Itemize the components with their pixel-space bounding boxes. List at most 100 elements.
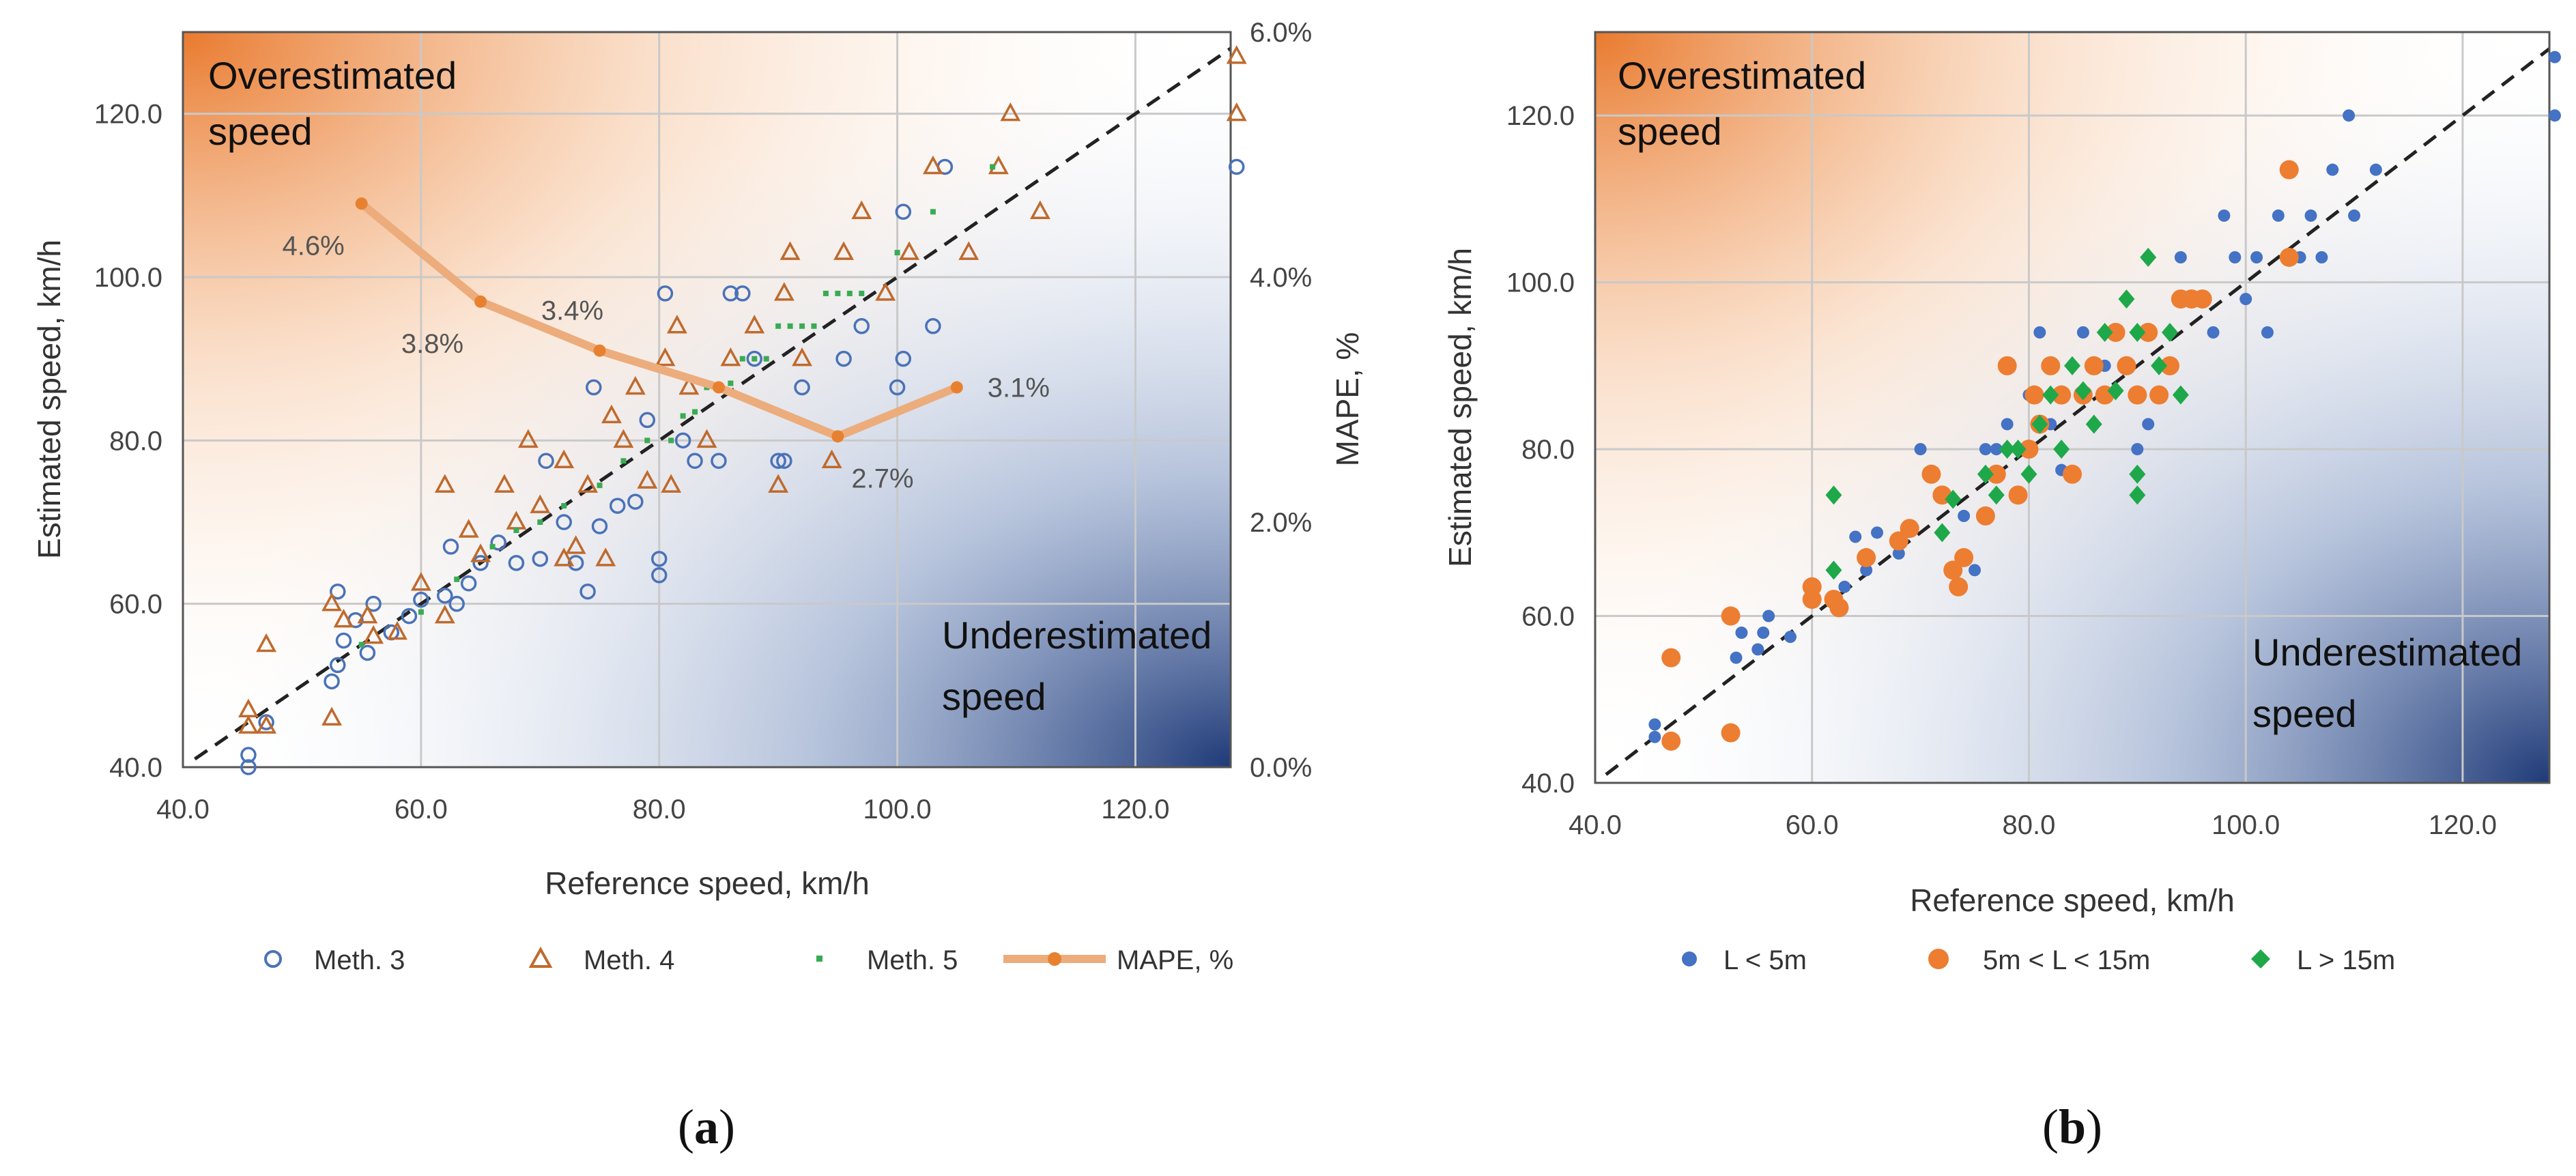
legend-marker-small bbox=[1682, 951, 1697, 966]
meth3-point bbox=[442, 539, 459, 555]
meth3-point bbox=[586, 379, 602, 396]
medium-vehicle-point bbox=[2279, 160, 2299, 180]
x-tick-label: 80.0 bbox=[2003, 810, 2056, 840]
meth3-point bbox=[657, 285, 674, 302]
medium-vehicle-point bbox=[1857, 548, 1876, 567]
large-vehicle-point bbox=[1825, 560, 1842, 580]
meth5-point bbox=[728, 380, 734, 386]
meth4-point bbox=[625, 375, 646, 395]
underestimated-region-b bbox=[1595, 32, 2549, 783]
legend-marker-meth4 bbox=[528, 946, 553, 968]
small-vehicle-point bbox=[2315, 251, 2328, 263]
meth4-point bbox=[922, 155, 943, 175]
large-vehicle-point bbox=[2129, 323, 2146, 342]
meth3-point bbox=[330, 657, 346, 674]
meth4-point bbox=[1226, 45, 1247, 64]
meth4-point bbox=[1226, 102, 1247, 121]
y-tick-label: 80.0 bbox=[1521, 435, 1575, 465]
meth3-point bbox=[448, 595, 465, 612]
small-vehicle-point bbox=[2548, 51, 2561, 63]
x-tick-label: 100.0 bbox=[863, 794, 932, 824]
meth3-point bbox=[437, 587, 453, 604]
small-vehicle-point bbox=[2131, 443, 2144, 456]
large-vehicle-point bbox=[2053, 440, 2070, 459]
x-tick-label: 40.0 bbox=[156, 794, 210, 824]
medium-vehicle-point bbox=[2052, 385, 2072, 405]
x-tick-label: 120.0 bbox=[1101, 794, 1169, 824]
over-region-label-b-1: Overestimated bbox=[1618, 54, 1866, 97]
medium-vehicle-point bbox=[1661, 731, 1681, 751]
meth4-point bbox=[470, 543, 491, 562]
x-tick-label: 60.0 bbox=[1786, 810, 1839, 840]
medium-vehicle-point bbox=[1954, 548, 1974, 567]
meth4-point bbox=[238, 698, 259, 717]
meth4-point bbox=[595, 547, 616, 567]
small-vehicle-point bbox=[1784, 631, 1797, 644]
medium-vehicle-point bbox=[2149, 385, 2169, 405]
meth5-point bbox=[489, 543, 496, 549]
meth5-point bbox=[418, 609, 424, 615]
meth3-point bbox=[460, 575, 477, 592]
meth3-point bbox=[776, 453, 792, 469]
meth4-point bbox=[494, 474, 515, 493]
mape-data-label: 3.8% bbox=[401, 329, 463, 359]
x-tick-label: 120.0 bbox=[2429, 810, 2497, 840]
x-tick-label: 60.0 bbox=[395, 794, 448, 824]
legend-marker-medium bbox=[1928, 949, 1949, 969]
medium-vehicle-point bbox=[1986, 464, 2006, 484]
large-vehicle-point bbox=[2129, 485, 2146, 505]
meth4-point bbox=[554, 449, 575, 468]
small-vehicle-point bbox=[2369, 163, 2382, 176]
panel-label-b: (b) bbox=[2042, 1100, 2102, 1154]
under-region-label-a-2: speed bbox=[942, 675, 1046, 718]
meth4-point bbox=[779, 241, 801, 260]
small-vehicle-point bbox=[1648, 718, 1661, 731]
large-vehicle-point bbox=[2064, 356, 2080, 375]
medium-vehicle-point bbox=[2041, 356, 2061, 375]
meth3-point bbox=[627, 493, 644, 510]
meth3-point bbox=[889, 379, 906, 396]
legend-marker-mape bbox=[1048, 952, 1061, 966]
y-axis-label-a: Estimated speed, km/h bbox=[31, 240, 67, 559]
large-vehicle-point bbox=[2129, 464, 2146, 484]
medium-vehicle-point bbox=[2160, 356, 2179, 375]
legend-marker-meth5 bbox=[816, 956, 822, 962]
medium-vehicle-point bbox=[2128, 385, 2147, 405]
meth4-point bbox=[773, 282, 795, 301]
meth4-point bbox=[601, 404, 622, 424]
meth5-point bbox=[799, 323, 805, 329]
y-tick-label: 60.0 bbox=[109, 590, 162, 620]
y2-tick-label: 0.0% bbox=[1250, 753, 1312, 783]
small-vehicle-point bbox=[1871, 526, 1884, 539]
meth5-point bbox=[894, 250, 900, 256]
y-tick-label: 80.0 bbox=[109, 426, 162, 456]
large-vehicle-point bbox=[1825, 485, 1842, 505]
meth5-point bbox=[775, 323, 782, 329]
meth5-point bbox=[620, 458, 627, 464]
medium-vehicle-point bbox=[1921, 464, 1941, 484]
panel-a: 4.6% 3.8% 3.4% 2.7% 3.1% 40.0 60.0 80.0 100.0 12… bbox=[31, 18, 1365, 1154]
meth4-point bbox=[696, 429, 717, 448]
meth3-point bbox=[853, 318, 870, 334]
medium-vehicle-point bbox=[1997, 356, 2017, 375]
meth4-point bbox=[851, 200, 872, 220]
x-axis-label-a: Reference speed, km/h bbox=[545, 865, 870, 901]
identity-line-b bbox=[1605, 47, 2551, 776]
plot-frame-b bbox=[1594, 31, 2551, 784]
meth5-point bbox=[644, 438, 650, 444]
small-vehicle-point bbox=[1648, 730, 1661, 743]
medium-vehicle-point bbox=[1721, 606, 1741, 626]
small-vehicle-point bbox=[1958, 509, 1971, 522]
meth4-point bbox=[577, 474, 599, 493]
medium-vehicle-point bbox=[1661, 648, 1681, 668]
small-vehicle-point bbox=[2343, 109, 2356, 122]
meth4-point bbox=[565, 535, 586, 554]
legend-label-small: L < 5m bbox=[1723, 945, 1807, 975]
under-region-label-b-1: Underestimated bbox=[2252, 631, 2522, 674]
mape-data-label: 4.6% bbox=[282, 231, 344, 261]
medium-vehicle-point bbox=[1943, 560, 1963, 580]
meth3-point bbox=[835, 350, 852, 367]
meth5-point bbox=[680, 413, 686, 419]
mape-point bbox=[831, 430, 844, 443]
